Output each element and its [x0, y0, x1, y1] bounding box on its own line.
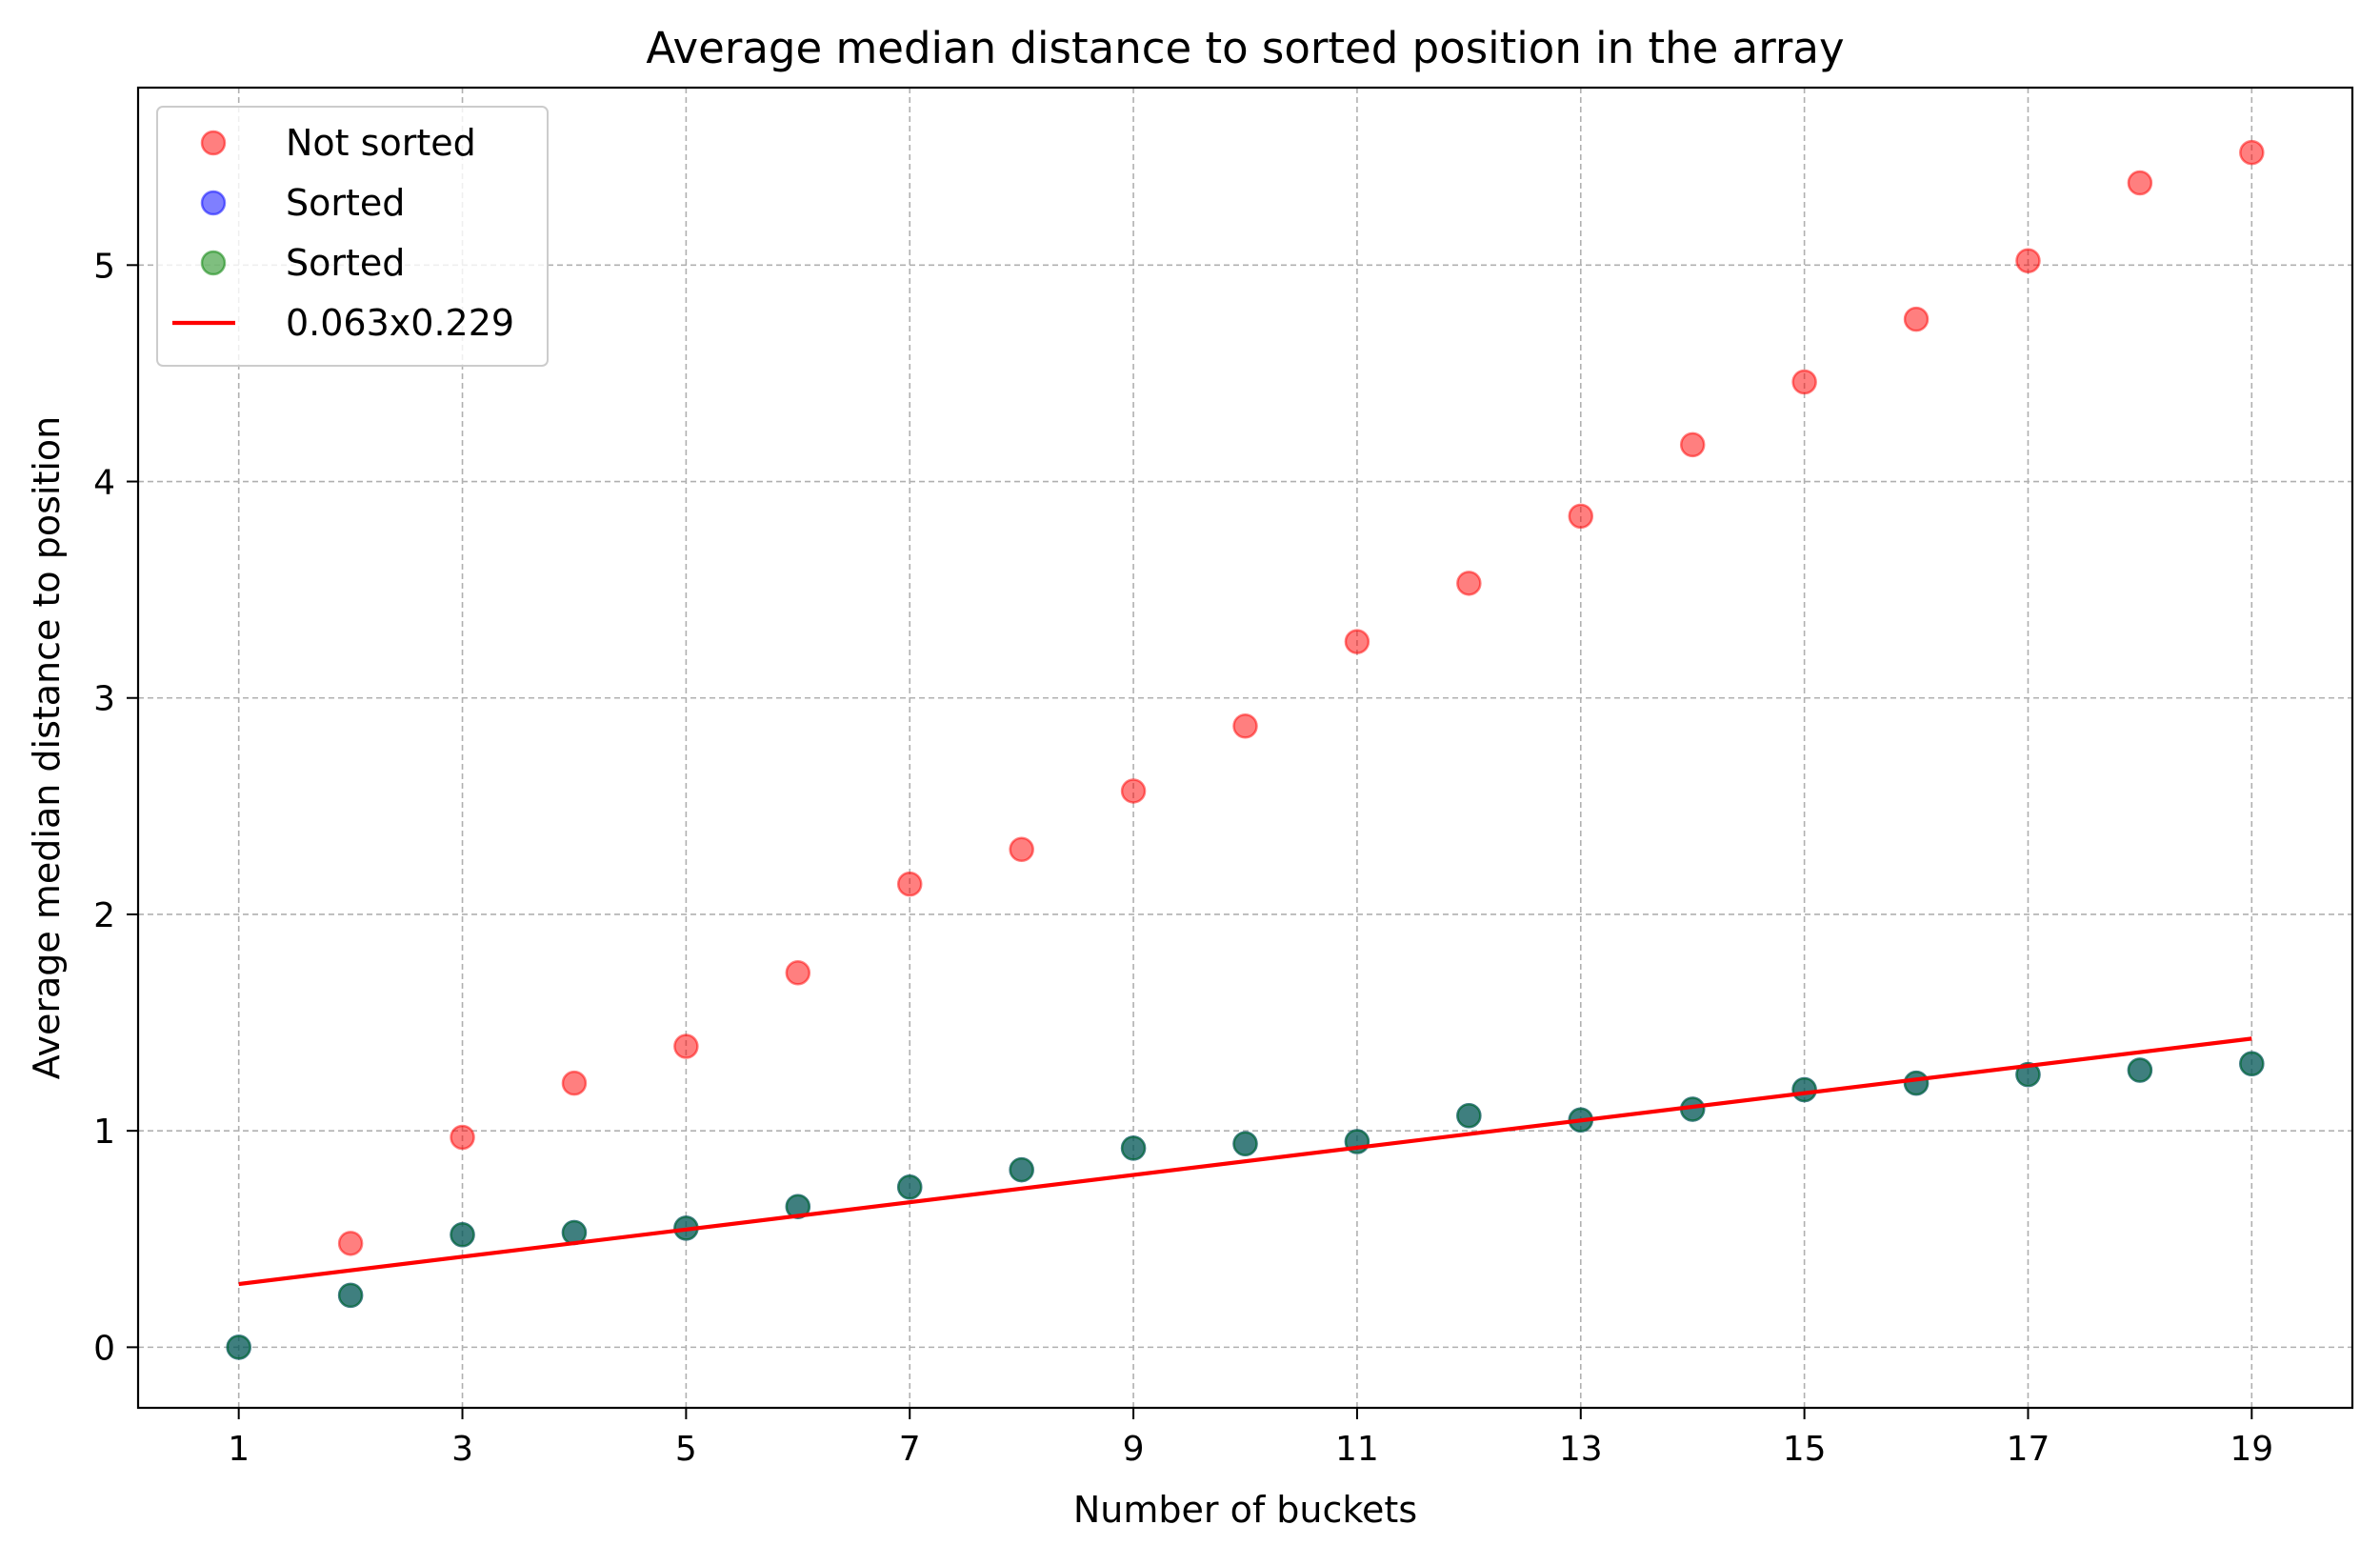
data-point: [785, 960, 811, 986]
x-tick-label: 5: [675, 1430, 697, 1469]
x-tick-label: 15: [1783, 1430, 1827, 1469]
data-point: [450, 1221, 475, 1248]
x-tick-label: 9: [1123, 1430, 1145, 1469]
grid-lines: [138, 88, 2352, 1408]
y-tick-label: 0: [93, 1329, 115, 1368]
data-point: [2127, 1057, 2153, 1083]
data-point: [2127, 170, 2153, 196]
data-layer: [226, 139, 2265, 1360]
data-point: [1456, 571, 1482, 596]
data-point: [1568, 503, 1594, 530]
data-point: [1120, 1135, 1147, 1161]
y-tick-label: 5: [93, 247, 115, 286]
data-point: [2239, 1051, 2265, 1076]
y-tick-label: 2: [93, 896, 115, 935]
data-point: [2239, 139, 2265, 166]
data-point: [1120, 778, 1147, 804]
y-tick-label: 3: [93, 680, 115, 719]
x-tick-label: 3: [451, 1430, 473, 1469]
fit-line: [238, 1036, 2252, 1287]
legend-marker-swatch: [200, 130, 227, 156]
legend: Not sorted Sorted Sorted 0.063x0.229: [156, 106, 549, 367]
legend-box: [156, 106, 549, 367]
data-point: [1791, 1076, 1817, 1103]
data-point: [1679, 431, 1706, 458]
data-point: [1903, 1070, 1930, 1096]
x-tick-label: 17: [2007, 1430, 2050, 1469]
chart-title: Average median distance to sorted positi…: [646, 23, 1844, 73]
data-point: [896, 1174, 923, 1200]
x-tick-label: 19: [2230, 1430, 2273, 1469]
y-tick-label: 4: [93, 464, 115, 503]
data-point: [673, 1033, 699, 1059]
data-point: [1903, 306, 1930, 332]
series-0-points: [337, 139, 2265, 1256]
data-point: [896, 871, 923, 897]
plot-frame: [136, 86, 2354, 1410]
data-point: [1791, 369, 1817, 395]
data-point: [1456, 1103, 1482, 1129]
data-point: [1344, 629, 1370, 654]
legend-label: Not sorted: [286, 122, 476, 164]
data-point: [337, 1231, 364, 1256]
data-point: [226, 1334, 251, 1360]
data-point: [1232, 1131, 1258, 1157]
x-tick-label: 7: [899, 1430, 921, 1469]
x-tick-label: 11: [1335, 1430, 1379, 1469]
y-axis-label: Average median distance to position: [26, 416, 68, 1080]
x-tick-label: 13: [1559, 1430, 1603, 1469]
data-point: [785, 1194, 811, 1219]
data-point: [337, 1282, 364, 1309]
legend-label: Sorted: [286, 182, 405, 224]
legend-label: 0.063x0.229: [286, 302, 514, 344]
data-point: [1009, 836, 1034, 863]
legend-marker-swatch: [200, 190, 227, 216]
data-point: [1009, 1156, 1034, 1183]
legend-marker-swatch: [200, 250, 227, 276]
x-axis-label: Number of buckets: [1073, 1489, 1417, 1531]
data-point: [2015, 1061, 2041, 1088]
y-tick-label: 1: [93, 1113, 115, 1152]
x-tick-label: 1: [228, 1430, 250, 1469]
data-point: [450, 1124, 475, 1151]
data-point: [2015, 248, 2041, 274]
data-point: [561, 1070, 588, 1096]
legend-label: Sorted: [286, 242, 405, 284]
data-point: [1232, 713, 1258, 739]
